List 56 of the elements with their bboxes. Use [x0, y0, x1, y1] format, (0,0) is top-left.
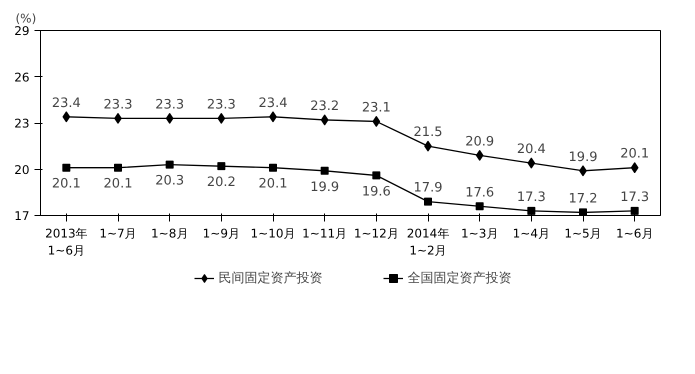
data-label: 23.3 — [206, 97, 236, 112]
y-tick-label: 20 — [14, 162, 30, 177]
data-label: 20.1 — [258, 176, 288, 192]
data-label: 23.4 — [258, 96, 288, 111]
data-label: 23.3 — [104, 97, 132, 112]
x-tick-label: 1~9月 — [202, 226, 240, 240]
point — [320, 166, 329, 175]
legend-label: 民间固定资产投资 — [218, 270, 322, 287]
data-label: 17.6 — [465, 185, 494, 200]
x-tick-label: 1~3月 — [461, 226, 498, 240]
point — [166, 160, 174, 169]
x-tick-label: 1~10月 — [250, 226, 296, 240]
x-tick-label: 1~5月 — [564, 226, 602, 240]
data-label: 23.3 — [155, 97, 184, 112]
point — [424, 198, 432, 206]
point — [372, 171, 380, 180]
y-tick-label: 26 — [14, 70, 30, 84]
data-label: 20.1 — [52, 176, 81, 192]
data-label: 20.1 — [104, 176, 132, 192]
y-tick-label: 23 — [14, 116, 30, 130]
data-label: 17.3 — [620, 190, 650, 205]
data-label: 19.9 — [310, 180, 340, 195]
data-label: 21.5 — [414, 125, 442, 140]
legend-label: 全国固定资产投资 — [408, 270, 512, 287]
x-tick-label: 2014年 1~2月 — [406, 226, 450, 258]
x-tick-label: 1~11月 — [302, 226, 348, 240]
point — [579, 208, 587, 216]
point — [114, 164, 122, 172]
data-label: 20.2 — [206, 175, 236, 190]
x-tick-label: 1~12月 — [354, 226, 399, 240]
x-tick-label: 1~7月 — [99, 226, 137, 240]
point — [217, 162, 226, 170]
x-tick-label: 2013年 1~6月 — [45, 226, 88, 258]
data-label: 20.9 — [465, 134, 494, 150]
y-axis-title: (%) — [16, 12, 36, 26]
point — [527, 206, 536, 215]
data-label: 23.4 — [52, 96, 81, 111]
y-tick-label: 29 — [14, 24, 30, 38]
data-label: 20.1 — [620, 146, 650, 162]
x-tick-label: 1~6月 — [616, 226, 654, 240]
data-label: 19.6 — [362, 184, 391, 200]
point — [630, 206, 639, 215]
x-tick-label: 1~4月 — [512, 226, 550, 240]
data-label: 17.2 — [568, 191, 598, 206]
data-label: 20.4 — [516, 142, 546, 158]
point — [62, 164, 70, 172]
y-tick-label: 17 — [14, 209, 30, 223]
point — [269, 164, 277, 172]
data-label: 23.1 — [362, 100, 391, 116]
data-label: 17.9 — [414, 180, 442, 196]
data-label: 17.3 — [516, 190, 546, 205]
x-tick-label: 1~8月 — [151, 226, 188, 240]
point — [476, 202, 484, 210]
data-label: 19.9 — [568, 150, 598, 165]
data-label: 23.2 — [310, 98, 340, 114]
data-label: 20.3 — [155, 174, 184, 189]
